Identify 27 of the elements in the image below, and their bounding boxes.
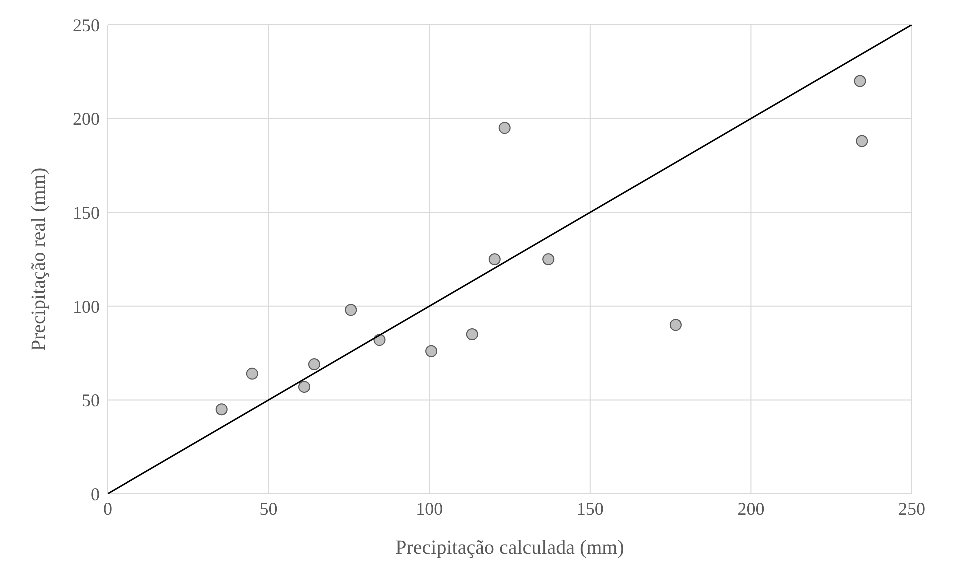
- y-axis-title: Precipitação real (mm): [28, 168, 50, 352]
- x-tick-label: 100: [416, 498, 444, 519]
- point: [426, 345, 438, 358]
- point: [246, 368, 258, 380]
- point: [856, 135, 868, 148]
- point: [345, 304, 358, 316]
- point: [308, 358, 320, 371]
- y-tick-label: 250: [73, 15, 100, 36]
- point: [466, 328, 478, 341]
- point: [498, 122, 511, 134]
- y-tick-label: 200: [73, 109, 100, 130]
- point: [854, 75, 866, 88]
- point: [298, 381, 310, 394]
- x-tick-label: 250: [898, 498, 926, 519]
- point: [216, 404, 228, 416]
- x-tick-label: 200: [738, 498, 765, 519]
- x-tick-label: 0: [104, 498, 112, 519]
- y-tick-label: 50: [82, 390, 100, 411]
- y-tick-label: 100: [73, 296, 100, 317]
- point: [488, 254, 501, 266]
- point: [670, 319, 682, 332]
- point: [542, 254, 555, 266]
- x-tick-label: 150: [576, 498, 604, 519]
- y-tick-label: 0: [91, 484, 100, 504]
- x-tick-label: 50: [260, 498, 278, 519]
- y-tick-label: 150: [73, 202, 100, 223]
- x-axis-title: Precipitação calculada (mm): [396, 537, 624, 559]
